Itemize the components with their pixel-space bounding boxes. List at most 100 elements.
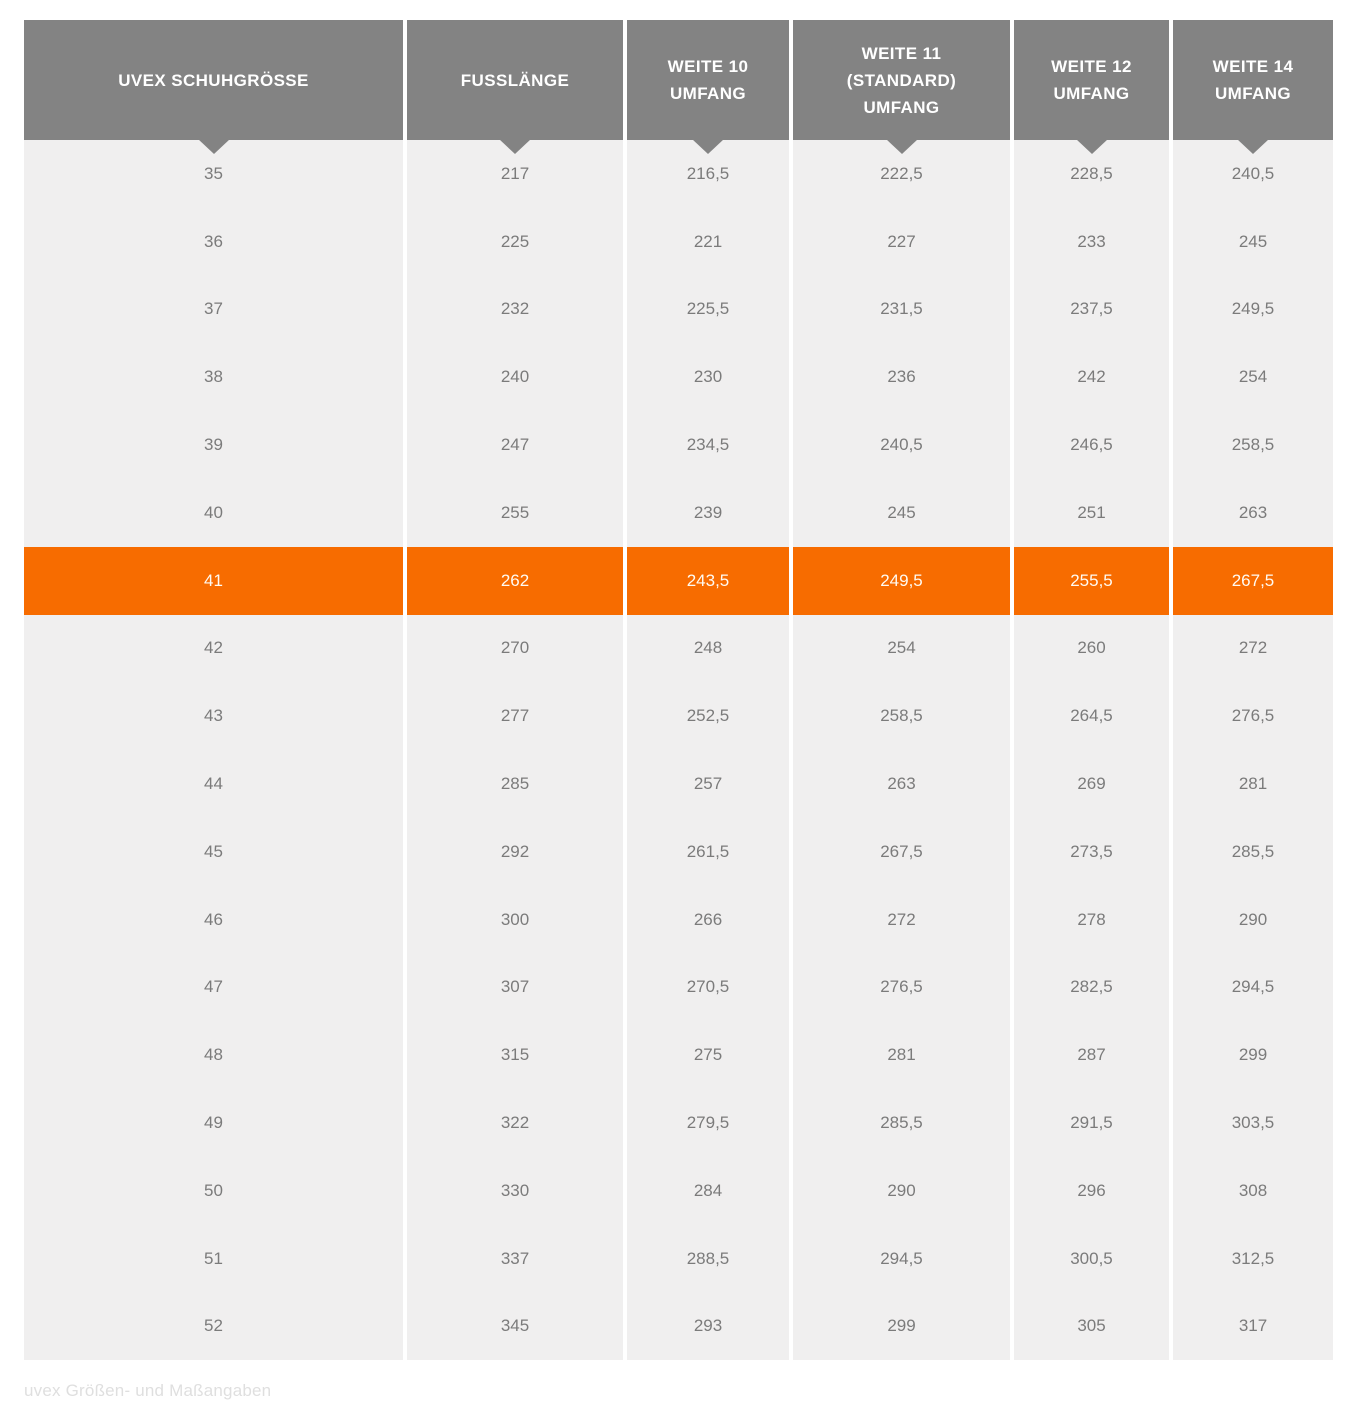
cell-measurement: 255,5 <box>1014 546 1169 615</box>
cell-measurement: 216,5 <box>627 140 789 208</box>
table-row: 43 277 252,5 258,5 264,5 276,5 <box>24 682 1333 751</box>
column-header-line: UVEX SCHUHGRÖSSE <box>118 70 309 90</box>
cell-shoe-size: 47 <box>24 953 403 1022</box>
cell-shoe-size: 51 <box>24 1224 403 1293</box>
cell-measurement: 285 <box>407 750 623 818</box>
cell-measurement: 233 <box>1014 207 1169 276</box>
column-header-line: (STANDARD) <box>846 70 957 90</box>
table-row: 37 232 225,5 231,5 237,5 249,5 <box>24 275 1333 344</box>
column-header-line: WEITE 14 <box>1212 57 1294 76</box>
table-row: 49 322 279,5 285,5 291,5 303,5 <box>24 1089 1333 1157</box>
cell-measurement: 254 <box>1173 343 1333 412</box>
cell-measurement: 258,5 <box>793 682 1010 751</box>
cell-measurement: 281 <box>1173 750 1333 818</box>
table-body: 35 217 216,5 222,5 228,5 240,5 36 225 221 227 233 2… <box>24 140 1333 1361</box>
cell-measurement: 270,5 <box>627 953 789 1022</box>
cell-measurement: 245 <box>793 478 1010 547</box>
cell-measurement: 290 <box>793 1156 1010 1225</box>
pointer-down-icon <box>692 139 724 154</box>
cell-shoe-size: 41 <box>24 546 403 615</box>
column-header-label: FUSSLÄNGE <box>461 67 569 94</box>
column-header-label: UVEX SCHUHGRÖSSE <box>118 67 309 94</box>
cell-measurement: 245 <box>1173 207 1333 276</box>
cell-measurement: 239 <box>627 478 789 547</box>
table-row: 46 300 266 272 278 290 <box>24 885 1333 954</box>
cell-measurement: 281 <box>793 1021 1010 1090</box>
cell-measurement: 276,5 <box>1173 682 1333 751</box>
table-row: 52 345 293 299 305 317 <box>24 1292 1333 1361</box>
cell-measurement: 230 <box>627 343 789 412</box>
table-row: 45 292 261,5 267,5 273,5 285,5 <box>24 817 1333 886</box>
cell-measurement: 296 <box>1014 1156 1169 1225</box>
cell-shoe-size: 46 <box>24 885 403 954</box>
cell-measurement: 225,5 <box>627 275 789 344</box>
cell-shoe-size: 49 <box>24 1089 403 1157</box>
cell-measurement: 282,5 <box>1014 953 1169 1022</box>
table-row: 51 337 288,5 294,5 300,5 312,5 <box>24 1224 1333 1293</box>
cell-measurement: 237,5 <box>1014 275 1169 344</box>
cell-shoe-size: 37 <box>24 275 403 344</box>
cell-measurement: 247 <box>407 411 623 479</box>
cell-measurement: 317 <box>1173 1292 1333 1361</box>
column-header-weite-11-standard-umfang: WEITE 11 (STANDARD) UMFANG <box>793 20 1010 154</box>
cell-measurement: 315 <box>407 1021 623 1090</box>
pointer-down-icon <box>197 139 230 154</box>
cell-shoe-size: 48 <box>24 1021 403 1090</box>
column-header-line: WEITE 10 <box>667 57 749 76</box>
cell-measurement: 267,5 <box>793 817 1010 886</box>
cell-shoe-size: 38 <box>24 343 403 412</box>
table-row: 42 270 248 254 260 272 <box>24 614 1333 683</box>
cell-shoe-size: 43 <box>24 682 403 751</box>
table-row: 48 315 275 281 287 299 <box>24 1021 1333 1090</box>
cell-measurement: 291,5 <box>1014 1089 1169 1157</box>
cell-shoe-size: 44 <box>24 750 403 818</box>
cell-measurement: 236 <box>793 343 1010 412</box>
cell-measurement: 275 <box>627 1021 789 1090</box>
cell-measurement: 276,5 <box>793 953 1010 1022</box>
cell-measurement: 258,5 <box>1173 411 1333 479</box>
cell-measurement: 266 <box>627 885 789 954</box>
cell-measurement: 277 <box>407 682 623 751</box>
cell-measurement: 294,5 <box>793 1224 1010 1293</box>
cell-measurement: 285,5 <box>793 1089 1010 1157</box>
table-row: 40 255 239 245 251 263 <box>24 478 1333 547</box>
cell-measurement: 267,5 <box>1173 546 1333 615</box>
table-row: 39 247 234,5 240,5 246,5 258,5 <box>24 411 1333 479</box>
cell-measurement: 303,5 <box>1173 1089 1333 1157</box>
cell-measurement: 269 <box>1014 750 1169 818</box>
table-caption: uvex Größen- und Maßangaben <box>24 1381 272 1401</box>
cell-measurement: 264,5 <box>1014 682 1169 751</box>
cell-measurement: 312,5 <box>1173 1224 1333 1293</box>
column-header-line: UMFANG <box>863 97 940 117</box>
cell-measurement: 228,5 <box>1014 140 1169 208</box>
cell-measurement: 251 <box>1014 478 1169 547</box>
table-row: 50 330 284 290 296 308 <box>24 1156 1333 1225</box>
table-row: 44 285 257 263 269 281 <box>24 750 1333 818</box>
cell-measurement: 290 <box>1173 885 1333 954</box>
pointer-down-icon <box>1237 139 1269 154</box>
cell-measurement: 278 <box>1014 885 1169 954</box>
cell-measurement: 242 <box>1014 343 1169 412</box>
cell-measurement: 260 <box>1014 614 1169 683</box>
column-header-line: WEITE 11 <box>861 43 942 63</box>
cell-measurement: 243,5 <box>627 546 789 615</box>
cell-shoe-size: 40 <box>24 478 403 547</box>
cell-measurement: 234,5 <box>627 411 789 479</box>
column-header-line: UMFANG <box>1053 84 1130 103</box>
cell-shoe-size: 50 <box>24 1156 403 1225</box>
pointer-down-icon <box>499 139 531 154</box>
cell-measurement: 249,5 <box>793 546 1010 615</box>
table-row: 36 225 221 227 233 245 <box>24 207 1333 276</box>
cell-measurement: 345 <box>407 1292 623 1361</box>
cell-shoe-size: 42 <box>24 614 403 683</box>
cell-measurement: 300 <box>407 885 623 954</box>
column-header-weite-14-umfang: WEITE 14 UMFANG <box>1173 20 1333 154</box>
table-row: 47 307 270,5 276,5 282,5 294,5 <box>24 953 1333 1022</box>
cell-measurement: 240,5 <box>793 411 1010 479</box>
column-header-label: WEITE 10 UMFANG <box>668 53 749 107</box>
cell-measurement: 240 <box>407 343 623 412</box>
column-header-line: UMFANG <box>1214 84 1292 103</box>
cell-measurement: 262 <box>407 546 623 615</box>
column-header-fusslaenge: FUSSLÄNGE <box>407 20 623 154</box>
pointer-down-icon <box>885 139 918 154</box>
